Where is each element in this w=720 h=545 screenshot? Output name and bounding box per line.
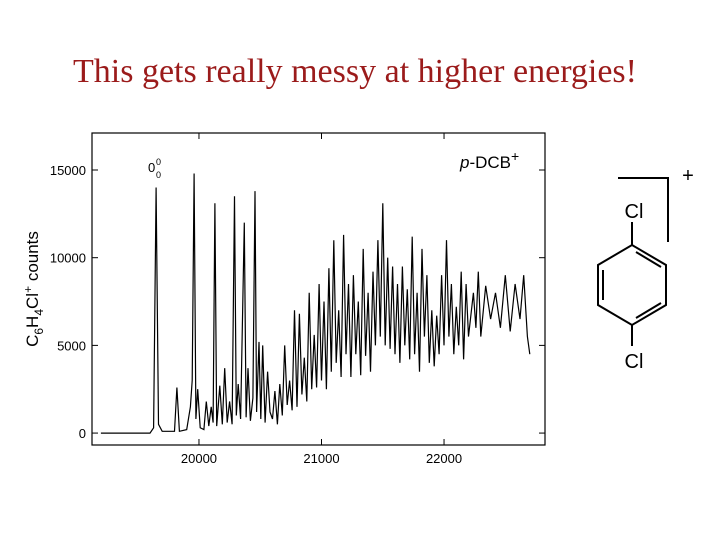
atom: Cl [625, 351, 644, 373]
x-tick-label: 22000 [426, 451, 462, 466]
label-part: 4 [32, 309, 46, 316]
label-part: H [23, 316, 42, 328]
annotation: p-DCB+ [459, 148, 519, 172]
y-axis-label: C6H4Cl+ counts [21, 231, 46, 347]
label-part: 6 [32, 328, 46, 335]
peak-label-sup: 0 [156, 157, 161, 167]
x-tick-label: 20000 [181, 451, 217, 466]
label-part: Cl [23, 293, 42, 309]
plot-frame [91, 132, 546, 446]
molecule [597, 177, 669, 346]
label-part: counts [23, 231, 42, 286]
bond [635, 251, 662, 268]
spectrum-line [100, 173, 531, 434]
slide-title: This gets really messy at higher energie… [73, 53, 637, 90]
y-tick-label: 15000 [50, 163, 86, 178]
label-part: C [23, 335, 42, 347]
bond [635, 302, 662, 319]
y-tick-label: 0 [79, 426, 86, 441]
bracket [618, 177, 669, 242]
label-part: p [459, 153, 469, 172]
y-tick-label: 10000 [50, 251, 86, 266]
label-part: + [511, 148, 519, 164]
atom: Cl [625, 201, 644, 223]
peak-label: 0 [148, 160, 155, 175]
label-part: -DCB [469, 153, 511, 172]
ring [597, 243, 667, 327]
x-tick-label: 21000 [303, 451, 339, 466]
peak-label-sub: 0 [156, 170, 161, 180]
charge: + [682, 165, 694, 187]
label-part: + [21, 286, 35, 293]
y-tick-label: 5000 [57, 338, 86, 353]
plot: 0 5000 10000 15000 20000 21000 22000 [50, 133, 545, 466]
